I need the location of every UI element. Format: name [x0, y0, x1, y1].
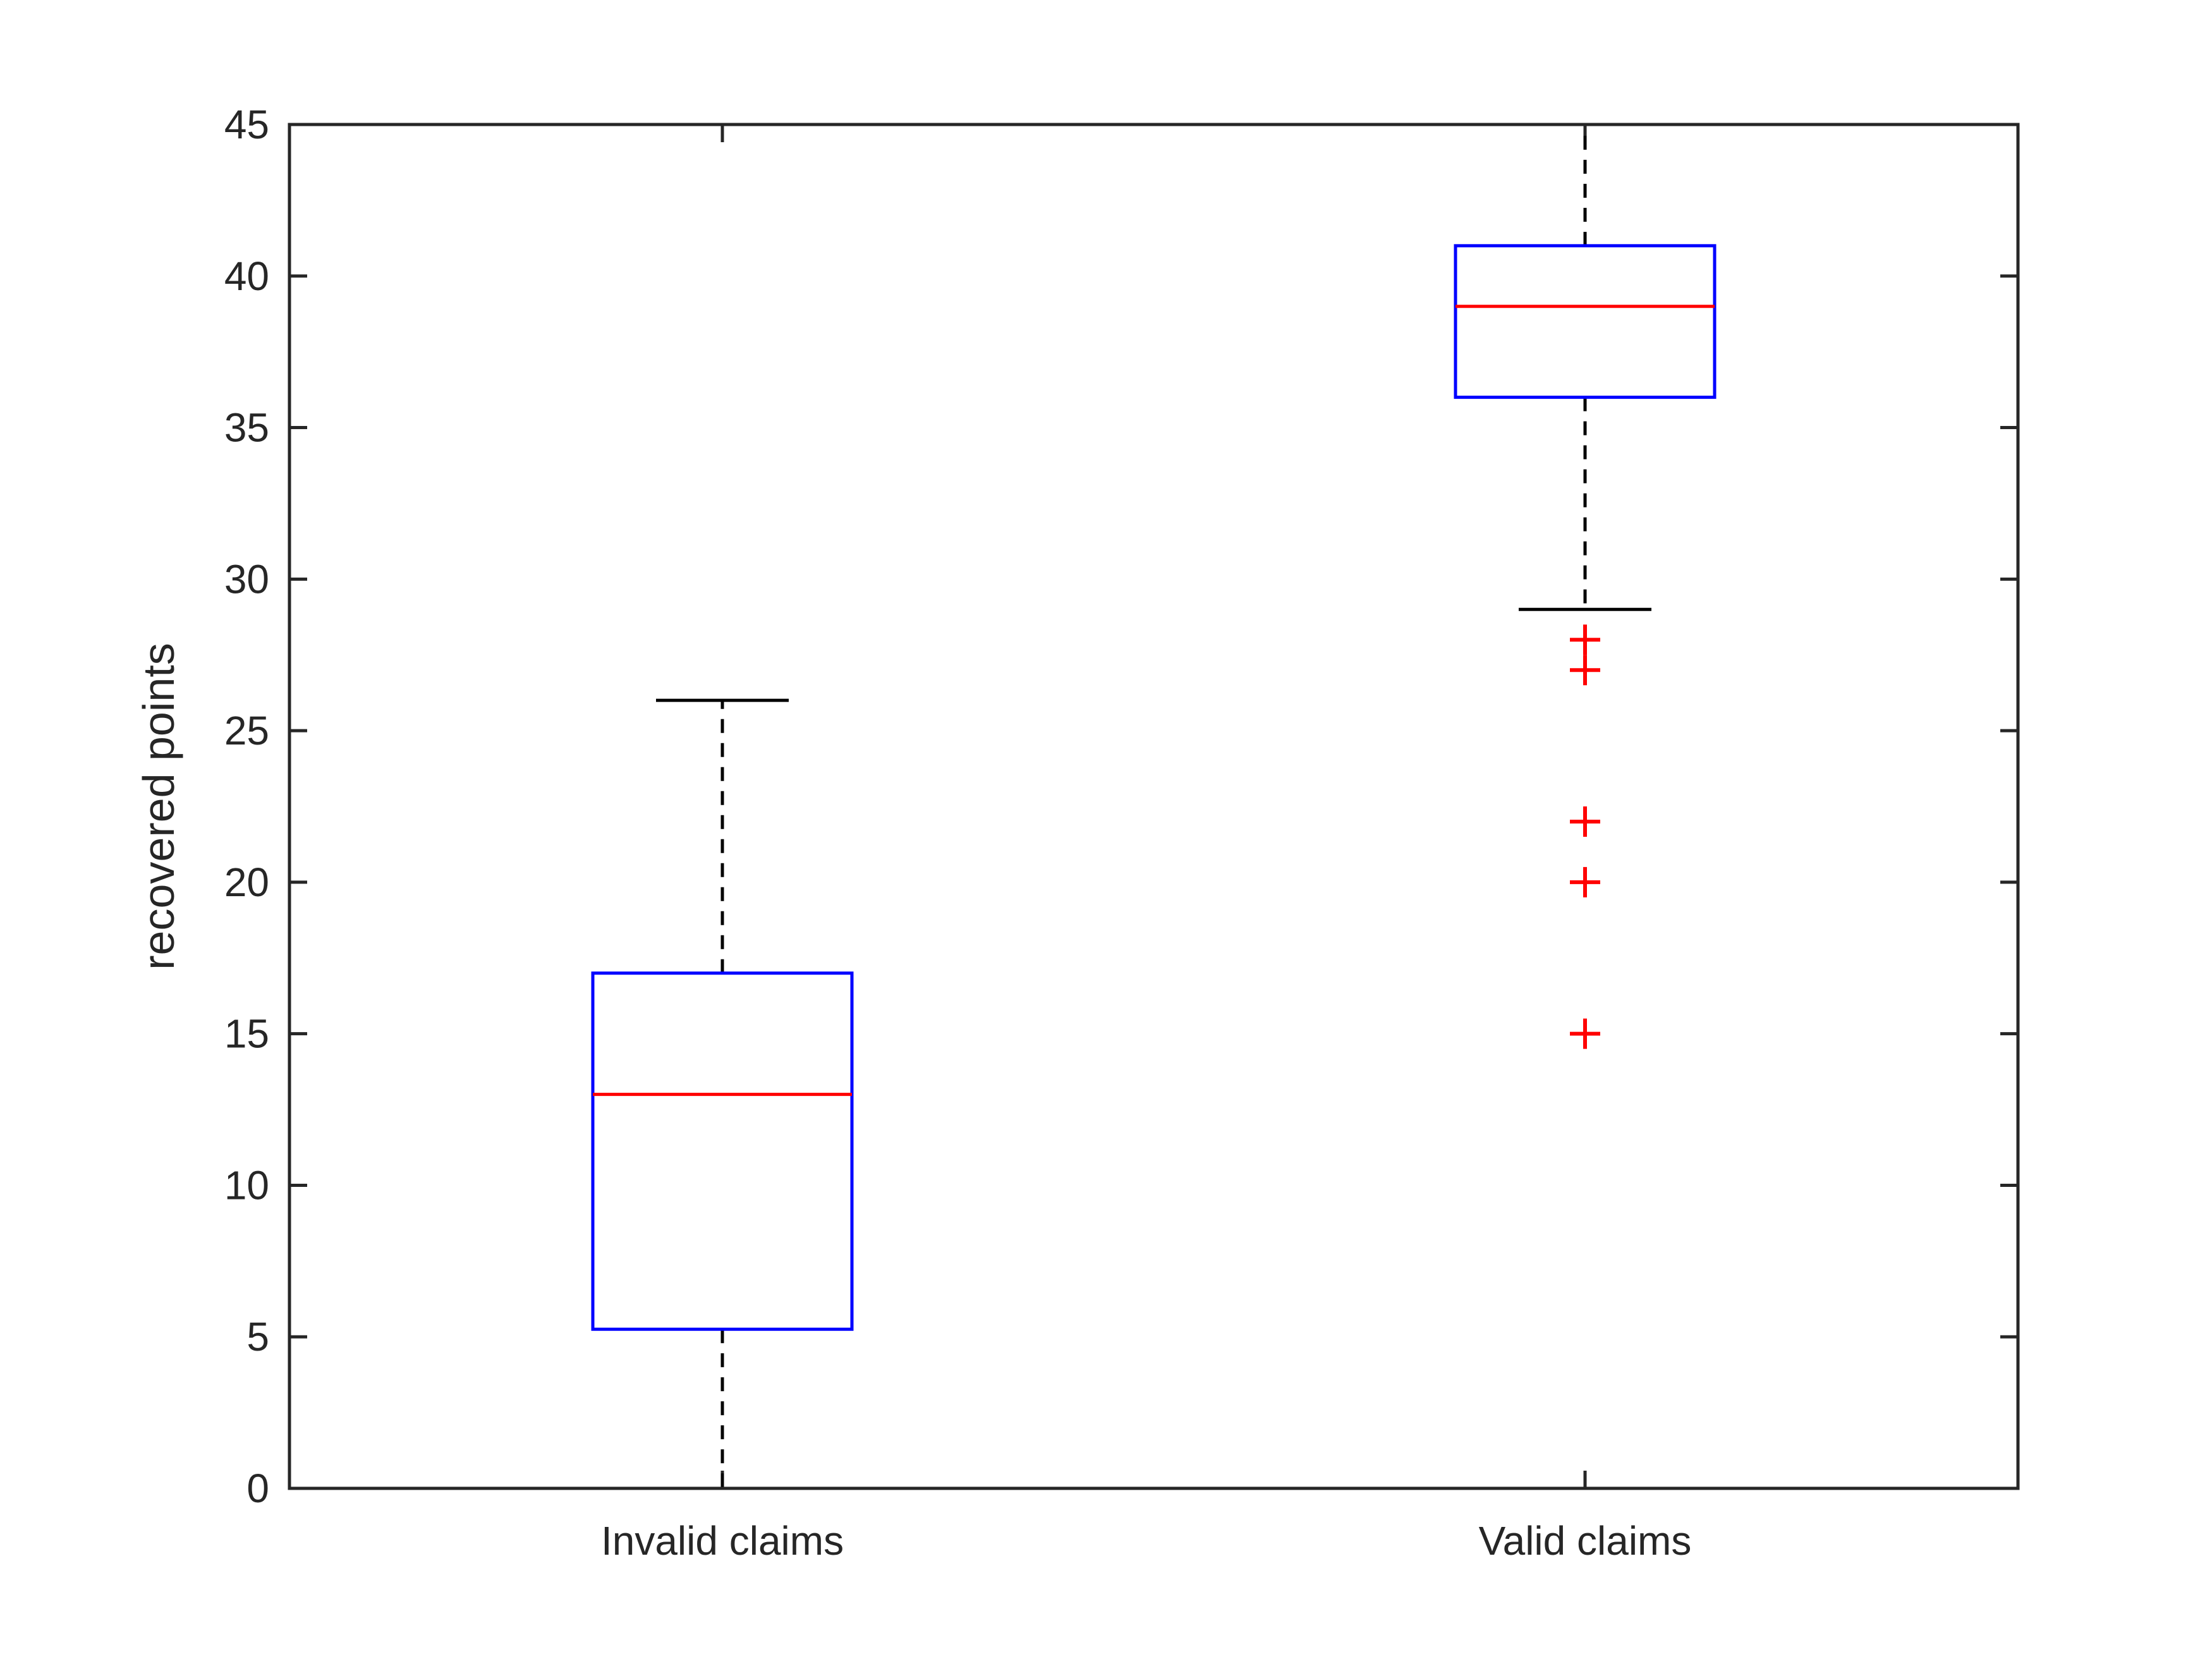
- y-tick-labels: 0 5 10 15 20 25 30 35 40 45: [224, 102, 269, 1511]
- x-tick-labels: Invalid claims Valid claims: [601, 1518, 1691, 1564]
- y-tick-label: 0: [246, 1466, 269, 1511]
- y-tick-label: 35: [224, 405, 269, 451]
- iqr-box: [1454, 244, 1717, 399]
- box-series: [591, 123, 1717, 1490]
- axes-frame: [288, 123, 2020, 1490]
- y-tick-label: 5: [246, 1314, 269, 1359]
- outlier-marker: [1570, 866, 1600, 897]
- outlier-marker: [1570, 1018, 1600, 1049]
- axis-ticks: [289, 123, 2018, 1490]
- x-tick-label: Valid claims: [1479, 1518, 1692, 1564]
- box-group: [1454, 123, 1717, 1049]
- outlier-marker: [1570, 806, 1600, 837]
- outlier-marker: [1570, 624, 1600, 655]
- y-tick-label: 45: [224, 102, 269, 147]
- y-tick-label: 25: [224, 708, 269, 753]
- y-tick-label: 15: [224, 1011, 269, 1057]
- box-group: [591, 698, 854, 1490]
- iqr-box: [591, 971, 854, 1331]
- y-tick-label: 40: [224, 253, 269, 299]
- y-tick-label: 30: [224, 556, 269, 602]
- x-tick-label: Invalid claims: [601, 1518, 844, 1564]
- outlier-marker: [1570, 655, 1600, 686]
- y-tick-label: 20: [224, 860, 269, 905]
- y-tick-label: 10: [224, 1162, 269, 1208]
- y-axis-label: recovered points: [134, 643, 183, 970]
